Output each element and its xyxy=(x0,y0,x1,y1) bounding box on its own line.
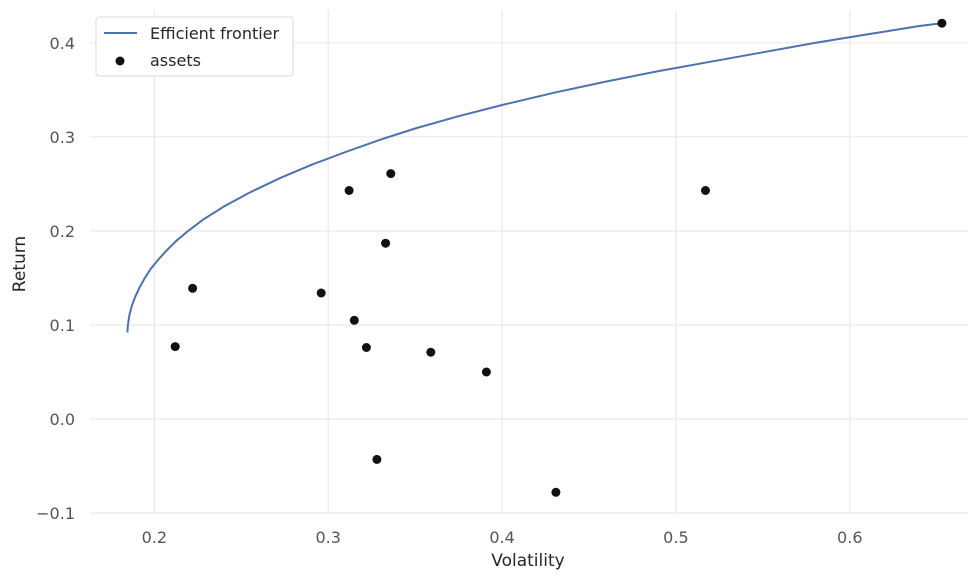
asset-point xyxy=(361,343,371,352)
x-tick-label: 0.4 xyxy=(489,528,514,547)
x-tick-label: 0.3 xyxy=(315,528,340,547)
asset-point xyxy=(372,454,382,464)
x-axis-ticks: 0.2 0.3 0.4 0.5 0.6 xyxy=(142,528,863,547)
asset-point xyxy=(551,487,561,497)
efficient-frontier-line xyxy=(126,22,943,333)
y-tick-label: 0.3 xyxy=(50,128,75,147)
x-tick-label: 0.5 xyxy=(663,528,688,547)
y-tick-label: 0.1 xyxy=(50,316,75,335)
plot-area xyxy=(126,18,947,497)
asset-point xyxy=(170,342,180,352)
x-tick-label: 0.6 xyxy=(837,528,862,547)
asset-point xyxy=(481,367,491,377)
legend-label-frontier: Efficient frontier xyxy=(150,24,280,43)
asset-point xyxy=(701,186,710,195)
asset-point xyxy=(316,288,326,298)
y-tick-label: 0.0 xyxy=(50,410,75,429)
asset-point xyxy=(386,169,396,179)
y-axis-ticks: −0.1 0.0 0.1 0.2 0.3 0.4 xyxy=(36,34,75,523)
asset-point xyxy=(344,186,354,195)
y-tick-label: −0.1 xyxy=(36,504,75,523)
asset-point xyxy=(349,315,359,325)
y-axis-title: Return xyxy=(10,236,30,292)
x-axis-title: Volatility xyxy=(491,551,564,571)
y-tick-label: 0.2 xyxy=(50,222,75,241)
asset-point xyxy=(188,283,198,293)
legend-dot-swatch xyxy=(115,56,125,66)
legend: Efficient frontier assets xyxy=(95,16,294,77)
asset-point xyxy=(937,18,947,28)
legend-label-assets: assets xyxy=(150,51,201,70)
asset-point xyxy=(426,347,436,357)
legend-box xyxy=(95,16,294,77)
grid xyxy=(90,10,968,514)
x-tick-label: 0.2 xyxy=(142,528,167,547)
asset-point xyxy=(381,238,391,248)
y-tick-label: 0.4 xyxy=(50,34,75,53)
